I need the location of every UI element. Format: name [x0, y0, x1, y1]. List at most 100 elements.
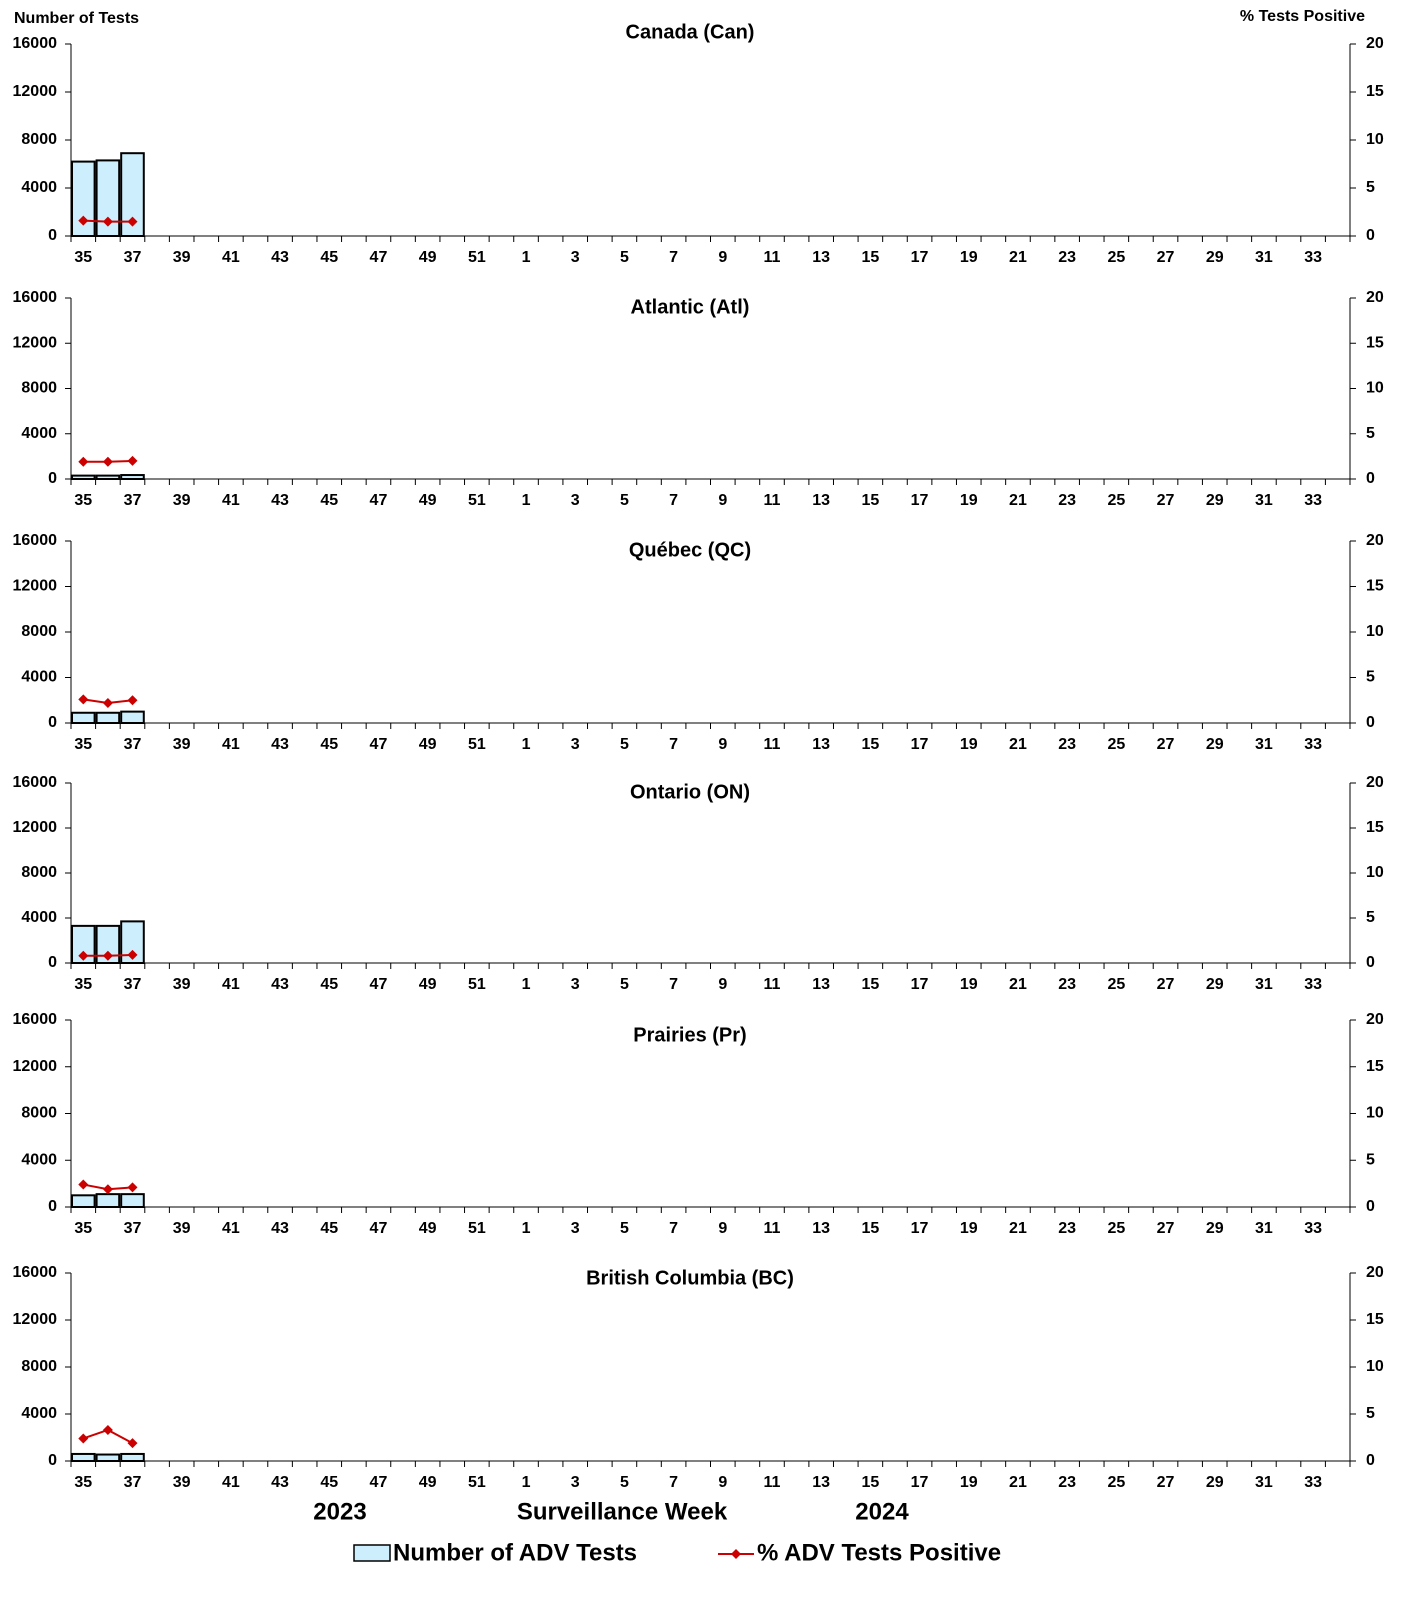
x-tick-label: 3 [571, 736, 580, 753]
year-label: 2023 [313, 1498, 366, 1525]
x-tick-label: 1 [522, 249, 531, 266]
x-tick-label: 35 [74, 1220, 92, 1237]
y-tick-label: 16000 [13, 1011, 58, 1028]
x-tick-label: 17 [911, 249, 929, 266]
x-tick-label: 25 [1107, 1474, 1125, 1491]
y-tick-label: 16000 [13, 532, 58, 549]
y-tick-label: 16000 [13, 1264, 58, 1281]
y2-tick-label: 15 [1366, 83, 1384, 100]
x-tick-label: 31 [1255, 249, 1273, 266]
y2-tick-label: 15 [1366, 819, 1384, 836]
x-tick-label: 51 [468, 1474, 486, 1491]
x-tick-label: 13 [812, 1474, 830, 1491]
bar [71, 711, 96, 725]
marker [127, 1438, 138, 1449]
y-tick-label: 0 [48, 1198, 57, 1215]
x-tick-label: 3 [571, 249, 580, 266]
marker [102, 697, 113, 708]
x-tick-label: 15 [861, 249, 879, 266]
x-tick-label: 39 [173, 976, 191, 993]
y-tick-label: 16000 [13, 35, 58, 52]
y-tick-label: 0 [48, 227, 57, 244]
x-tick-label: 29 [1206, 976, 1224, 993]
marker [102, 456, 113, 467]
y-tick-label: 8000 [21, 1358, 57, 1375]
panel-title: British Columbia (BC) [586, 1267, 794, 1289]
y-tick-label: 8000 [21, 380, 57, 397]
x-tick-label: 33 [1304, 1474, 1322, 1491]
x-tick-label: 37 [124, 1474, 142, 1491]
x-tick-label: 11 [764, 1474, 781, 1491]
x-tick-label: 3 [571, 1474, 580, 1491]
x-tick-label: 33 [1304, 976, 1322, 993]
marker [127, 455, 138, 466]
x-tick-label: 41 [222, 249, 240, 266]
x-tick-label: 11 [764, 1220, 781, 1237]
bar [120, 1193, 145, 1209]
x-tick-label: 29 [1206, 492, 1224, 509]
y2-tick-label: 10 [1366, 1105, 1384, 1122]
x-tick-label: 45 [320, 1474, 338, 1491]
x-tick-label: 1 [522, 976, 531, 993]
x-tick-label: 49 [419, 1474, 437, 1491]
marker [78, 456, 89, 467]
x-tick-label: 7 [669, 1220, 678, 1237]
x-tick-label: 15 [861, 736, 879, 753]
x-tick-label: 37 [124, 249, 142, 266]
y2-tick-label: 5 [1366, 1151, 1375, 1168]
y-tick-label: 0 [48, 1452, 57, 1469]
marker [78, 1179, 89, 1190]
x-tick-label: 1 [522, 492, 531, 509]
legend-label: % ADV Tests Positive [757, 1539, 1001, 1566]
x-tick-label: 5 [620, 736, 629, 753]
x-tick-label: 27 [1157, 736, 1175, 753]
legend-swatch [731, 1549, 741, 1559]
panel-title: Ontario (ON) [630, 781, 750, 803]
legend-label: Number of ADV Tests [393, 1539, 637, 1566]
x-tick-label: 35 [74, 976, 92, 993]
x-tick-label: 43 [271, 736, 289, 753]
x-tick-label: 3 [571, 492, 580, 509]
x-tick-label: 21 [1009, 736, 1027, 753]
x-tick-label: 13 [812, 492, 830, 509]
y2-tick-label: 10 [1366, 623, 1384, 640]
x-tick-label: 29 [1206, 736, 1224, 753]
x-tick-label: 33 [1304, 1220, 1322, 1237]
y-tick-label: 4000 [21, 179, 57, 196]
x-tick-label: 23 [1058, 492, 1076, 509]
panel-title: Prairies (Pr) [633, 1024, 746, 1046]
x-tick-label: 43 [271, 1474, 289, 1491]
x-tick-label: 49 [419, 976, 437, 993]
x-tick-label: 41 [222, 492, 240, 509]
bar [120, 474, 145, 480]
x-tick-label: 31 [1255, 1474, 1273, 1491]
x-tick-label: 25 [1107, 976, 1125, 993]
panel-title: Québec (QC) [629, 539, 751, 561]
y-tick-label: 8000 [21, 1105, 57, 1122]
x-tick-label: 29 [1206, 1220, 1224, 1237]
y-tick-label: 0 [48, 714, 57, 731]
x-tick-label: 7 [669, 249, 678, 266]
x-tick-label: 21 [1009, 976, 1027, 993]
x-tick-label: 9 [718, 736, 727, 753]
y-tick-label: 4000 [21, 1151, 57, 1168]
x-tick-label: 31 [1255, 976, 1273, 993]
marker [127, 1182, 138, 1193]
x-tick-label: 19 [960, 976, 978, 993]
y-tick-label: 4000 [21, 669, 57, 686]
x-tick-label: 51 [468, 1220, 486, 1237]
x-tick-label: 5 [620, 1474, 629, 1491]
y2-tick-label: 0 [1366, 1452, 1375, 1469]
x-tick-label: 7 [669, 976, 678, 993]
x-tick-label: 15 [861, 976, 879, 993]
y-tick-label: 12000 [13, 83, 58, 100]
x-tick-label: 51 [468, 976, 486, 993]
x-tick-label: 15 [861, 1220, 879, 1237]
bar [95, 711, 121, 725]
x-tick-label: 37 [124, 1220, 142, 1237]
x-tick-label: 49 [419, 1220, 437, 1237]
x-axis-title: Surveillance Week [517, 1498, 728, 1525]
x-tick-label: 25 [1107, 492, 1125, 509]
